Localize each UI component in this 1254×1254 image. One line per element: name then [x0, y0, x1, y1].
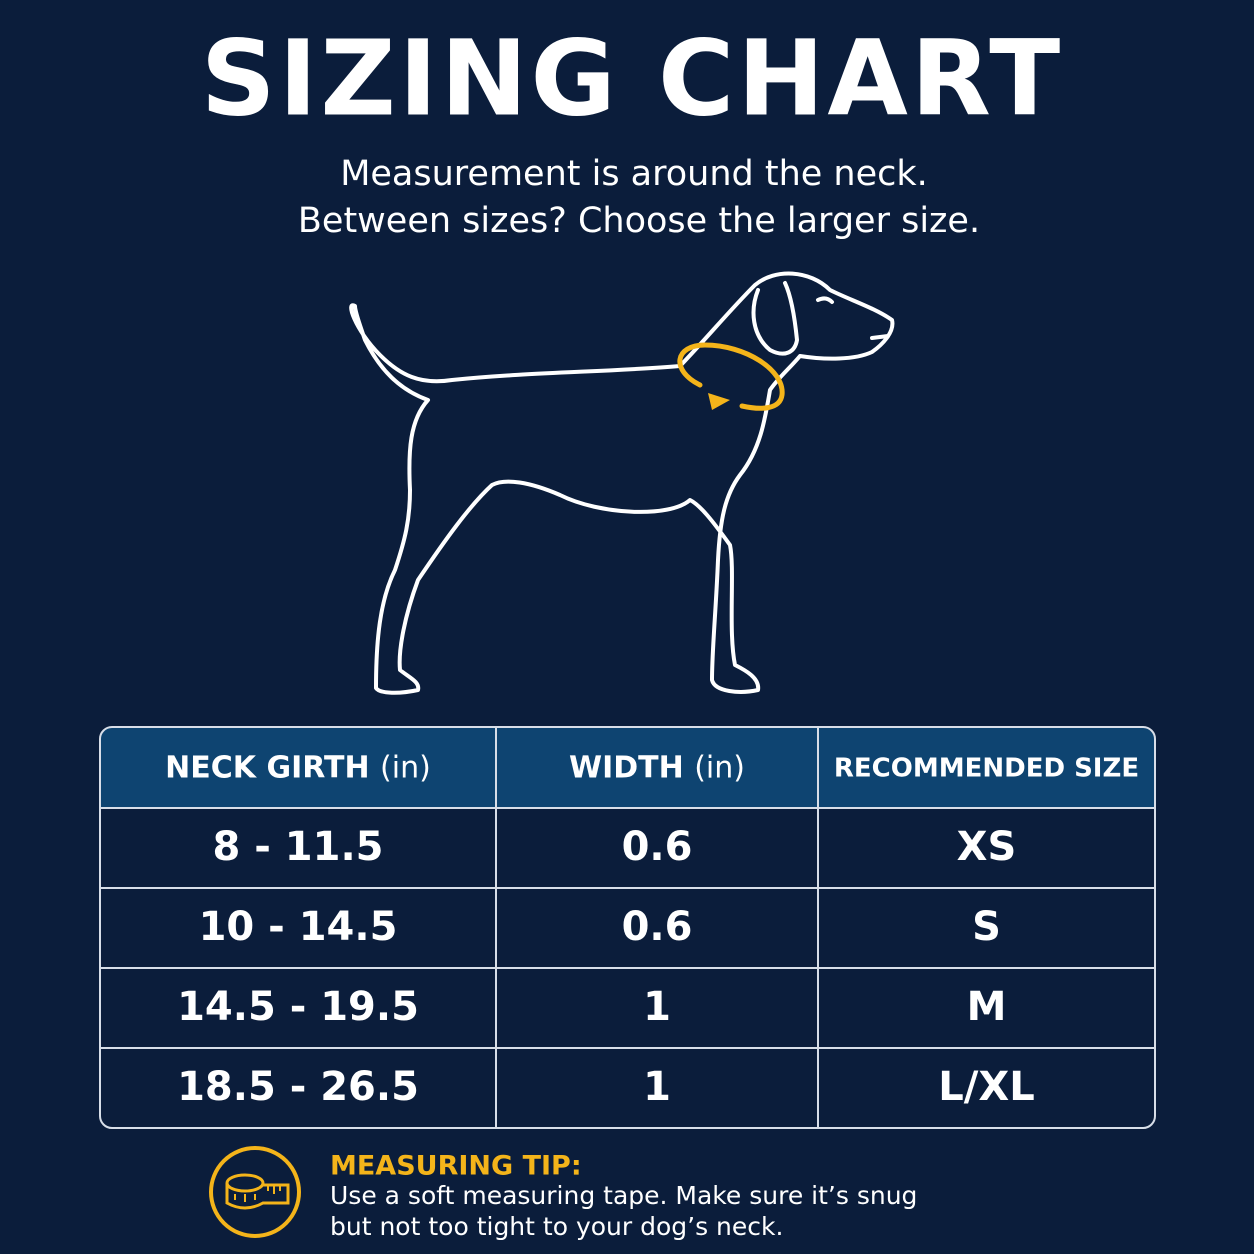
column-header: RECOMMENDED SIZE — [834, 753, 1139, 783]
table-cell: M — [967, 984, 1007, 1030]
subtitle: Between sizes? Choose the larger size. — [298, 201, 980, 241]
table-cell: 18.5 - 26.5 — [177, 1064, 419, 1110]
table-cell: S — [972, 904, 1001, 950]
table-cell: 8 - 11.5 — [213, 824, 384, 870]
title: SIZING CHART — [201, 17, 1064, 139]
tip-text: Use a soft measuring tape. Make sure it’… — [330, 1181, 917, 1210]
header-label: WIDTH — [569, 750, 694, 785]
collar-loop — [677, 342, 785, 411]
header-label: NECK GIRTH — [165, 750, 380, 785]
tip-text: but not too tight to your dog’s neck. — [330, 1212, 783, 1241]
header-unit: (in) — [380, 750, 431, 785]
table-cell: 14.5 - 19.5 — [177, 984, 419, 1030]
tape-body — [225, 1183, 290, 1210]
table-cell: 1 — [643, 1064, 671, 1110]
dog-illustration — [349, 271, 895, 695]
header-unit: (in) — [694, 750, 745, 785]
header-background — [100, 727, 1155, 808]
table-body — [100, 727, 1155, 1128]
table-cell: 1 — [643, 984, 671, 1030]
column-header: WIDTH (in) — [569, 750, 745, 785]
table-cell: 10 - 14.5 — [199, 904, 398, 950]
column-header: NECK GIRTH (in) — [165, 750, 431, 785]
size-table: NECK GIRTH (in) WIDTH (in) RECOMMENDED SIZ… — [99, 726, 1156, 1129]
icon-ring — [209, 1146, 301, 1238]
subtitle: Measurement is around the neck. — [340, 154, 928, 194]
tape-ticks — [234, 1185, 281, 1202]
tip-title: MEASURING TIP: — [330, 1151, 582, 1182]
tip-icon — [209, 1146, 301, 1238]
header-label: RECOMMENDED SIZE — [834, 753, 1139, 783]
table-cell: 0.6 — [622, 904, 693, 950]
table-border — [99, 726, 1156, 1129]
collar-arrow — [708, 393, 730, 410]
collar-indicator — [677, 342, 785, 411]
table-cell: XS — [957, 824, 1017, 870]
table-cell: 0.6 — [622, 824, 693, 870]
table-cell: L/XL — [938, 1064, 1034, 1110]
